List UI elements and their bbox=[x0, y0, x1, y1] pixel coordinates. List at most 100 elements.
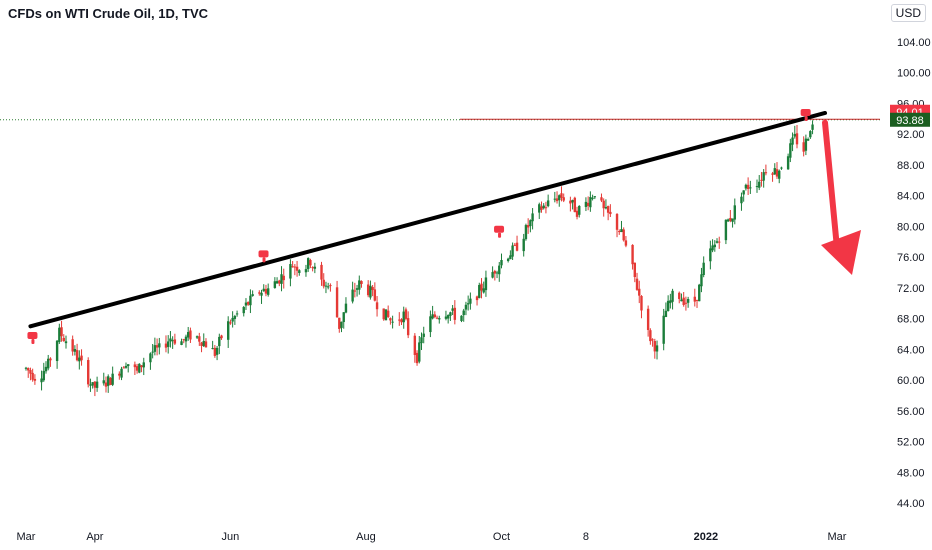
candle bbox=[229, 319, 232, 325]
candle bbox=[791, 132, 794, 152]
candle bbox=[351, 281, 354, 304]
candle bbox=[578, 205, 581, 218]
candle bbox=[275, 277, 279, 284]
candle bbox=[118, 371, 121, 380]
candle bbox=[586, 196, 590, 211]
y-tick-label: 76.00 bbox=[897, 252, 925, 264]
candle bbox=[618, 229, 621, 235]
candle bbox=[773, 163, 776, 175]
candle bbox=[64, 335, 68, 349]
candle bbox=[360, 280, 363, 288]
candle bbox=[49, 357, 52, 367]
candle bbox=[182, 338, 185, 344]
candle bbox=[42, 362, 45, 382]
candle bbox=[558, 194, 561, 207]
candle bbox=[306, 257, 310, 272]
candle bbox=[386, 305, 390, 319]
candle bbox=[669, 293, 672, 309]
candle bbox=[73, 345, 77, 356]
time-axis[interactable]: Mar Apr Jun Aug Oct 8 2022 Mar bbox=[17, 531, 847, 543]
trend-line[interactable] bbox=[28, 110, 828, 329]
candle bbox=[71, 335, 74, 356]
candle bbox=[400, 318, 403, 326]
candle bbox=[153, 337, 157, 356]
candle bbox=[602, 198, 605, 217]
candle bbox=[475, 295, 479, 306]
candle bbox=[746, 177, 750, 196]
candle bbox=[526, 218, 530, 234]
candle bbox=[462, 308, 465, 322]
candle bbox=[682, 292, 685, 307]
candle bbox=[793, 125, 796, 139]
candle bbox=[804, 134, 808, 156]
candle bbox=[609, 204, 612, 218]
y-tick-label: 84.00 bbox=[897, 191, 925, 203]
candle bbox=[211, 340, 214, 350]
candle bbox=[664, 302, 668, 318]
candle bbox=[244, 298, 248, 310]
candle bbox=[480, 278, 483, 299]
currency-selector[interactable]: USD bbox=[890, 4, 926, 22]
candle bbox=[329, 283, 332, 292]
candle bbox=[744, 183, 748, 191]
candle bbox=[693, 288, 696, 307]
candle bbox=[780, 166, 783, 170]
candle bbox=[684, 296, 688, 311]
candle bbox=[778, 169, 781, 184]
candle bbox=[573, 196, 577, 213]
candle bbox=[391, 315, 394, 329]
candle bbox=[762, 169, 765, 188]
candle bbox=[322, 273, 325, 289]
candle bbox=[24, 366, 28, 371]
candle bbox=[729, 210, 732, 223]
candle bbox=[213, 344, 217, 358]
candle bbox=[529, 219, 532, 233]
candle bbox=[371, 284, 374, 297]
candle bbox=[111, 366, 114, 387]
candle bbox=[189, 327, 192, 343]
candle bbox=[620, 220, 623, 233]
candle bbox=[449, 311, 452, 321]
y-tick-label: 60.00 bbox=[897, 375, 925, 387]
candle bbox=[93, 380, 97, 397]
x-tick-label: Mar bbox=[828, 531, 847, 543]
candle bbox=[478, 282, 481, 299]
candle bbox=[202, 333, 205, 348]
candle bbox=[413, 333, 417, 363]
candle bbox=[164, 335, 168, 353]
candle bbox=[531, 208, 534, 230]
candle bbox=[31, 368, 34, 382]
y-tick-label: 48.00 bbox=[897, 467, 925, 479]
y-tick-label: 80.00 bbox=[897, 221, 925, 233]
candle bbox=[482, 281, 485, 294]
candle bbox=[309, 258, 312, 269]
candle bbox=[311, 266, 314, 272]
forecast-arrow[interactable] bbox=[821, 119, 861, 275]
candle bbox=[404, 307, 408, 321]
candle bbox=[651, 338, 654, 347]
candle bbox=[58, 323, 61, 344]
candle bbox=[353, 282, 357, 298]
candle bbox=[120, 366, 123, 381]
candle bbox=[726, 218, 730, 222]
candle bbox=[711, 239, 714, 253]
candle bbox=[671, 288, 674, 310]
candle bbox=[698, 283, 701, 302]
candle bbox=[653, 338, 657, 359]
candle bbox=[695, 299, 699, 308]
candle bbox=[522, 233, 525, 257]
candle bbox=[47, 354, 50, 371]
candle bbox=[231, 311, 234, 328]
candle bbox=[220, 334, 223, 340]
candle bbox=[344, 297, 348, 314]
price-axis[interactable]: 104.00100.0096.0092.0088.0084.0080.0076.… bbox=[897, 37, 931, 510]
candle bbox=[133, 361, 137, 376]
y-tick-label: 104.00 bbox=[897, 37, 931, 49]
flag-markers bbox=[27, 108, 811, 344]
candle bbox=[62, 334, 65, 342]
y-tick-label: 44.00 bbox=[897, 498, 925, 510]
candle bbox=[562, 193, 565, 203]
candle bbox=[107, 374, 110, 393]
candle bbox=[102, 372, 105, 386]
